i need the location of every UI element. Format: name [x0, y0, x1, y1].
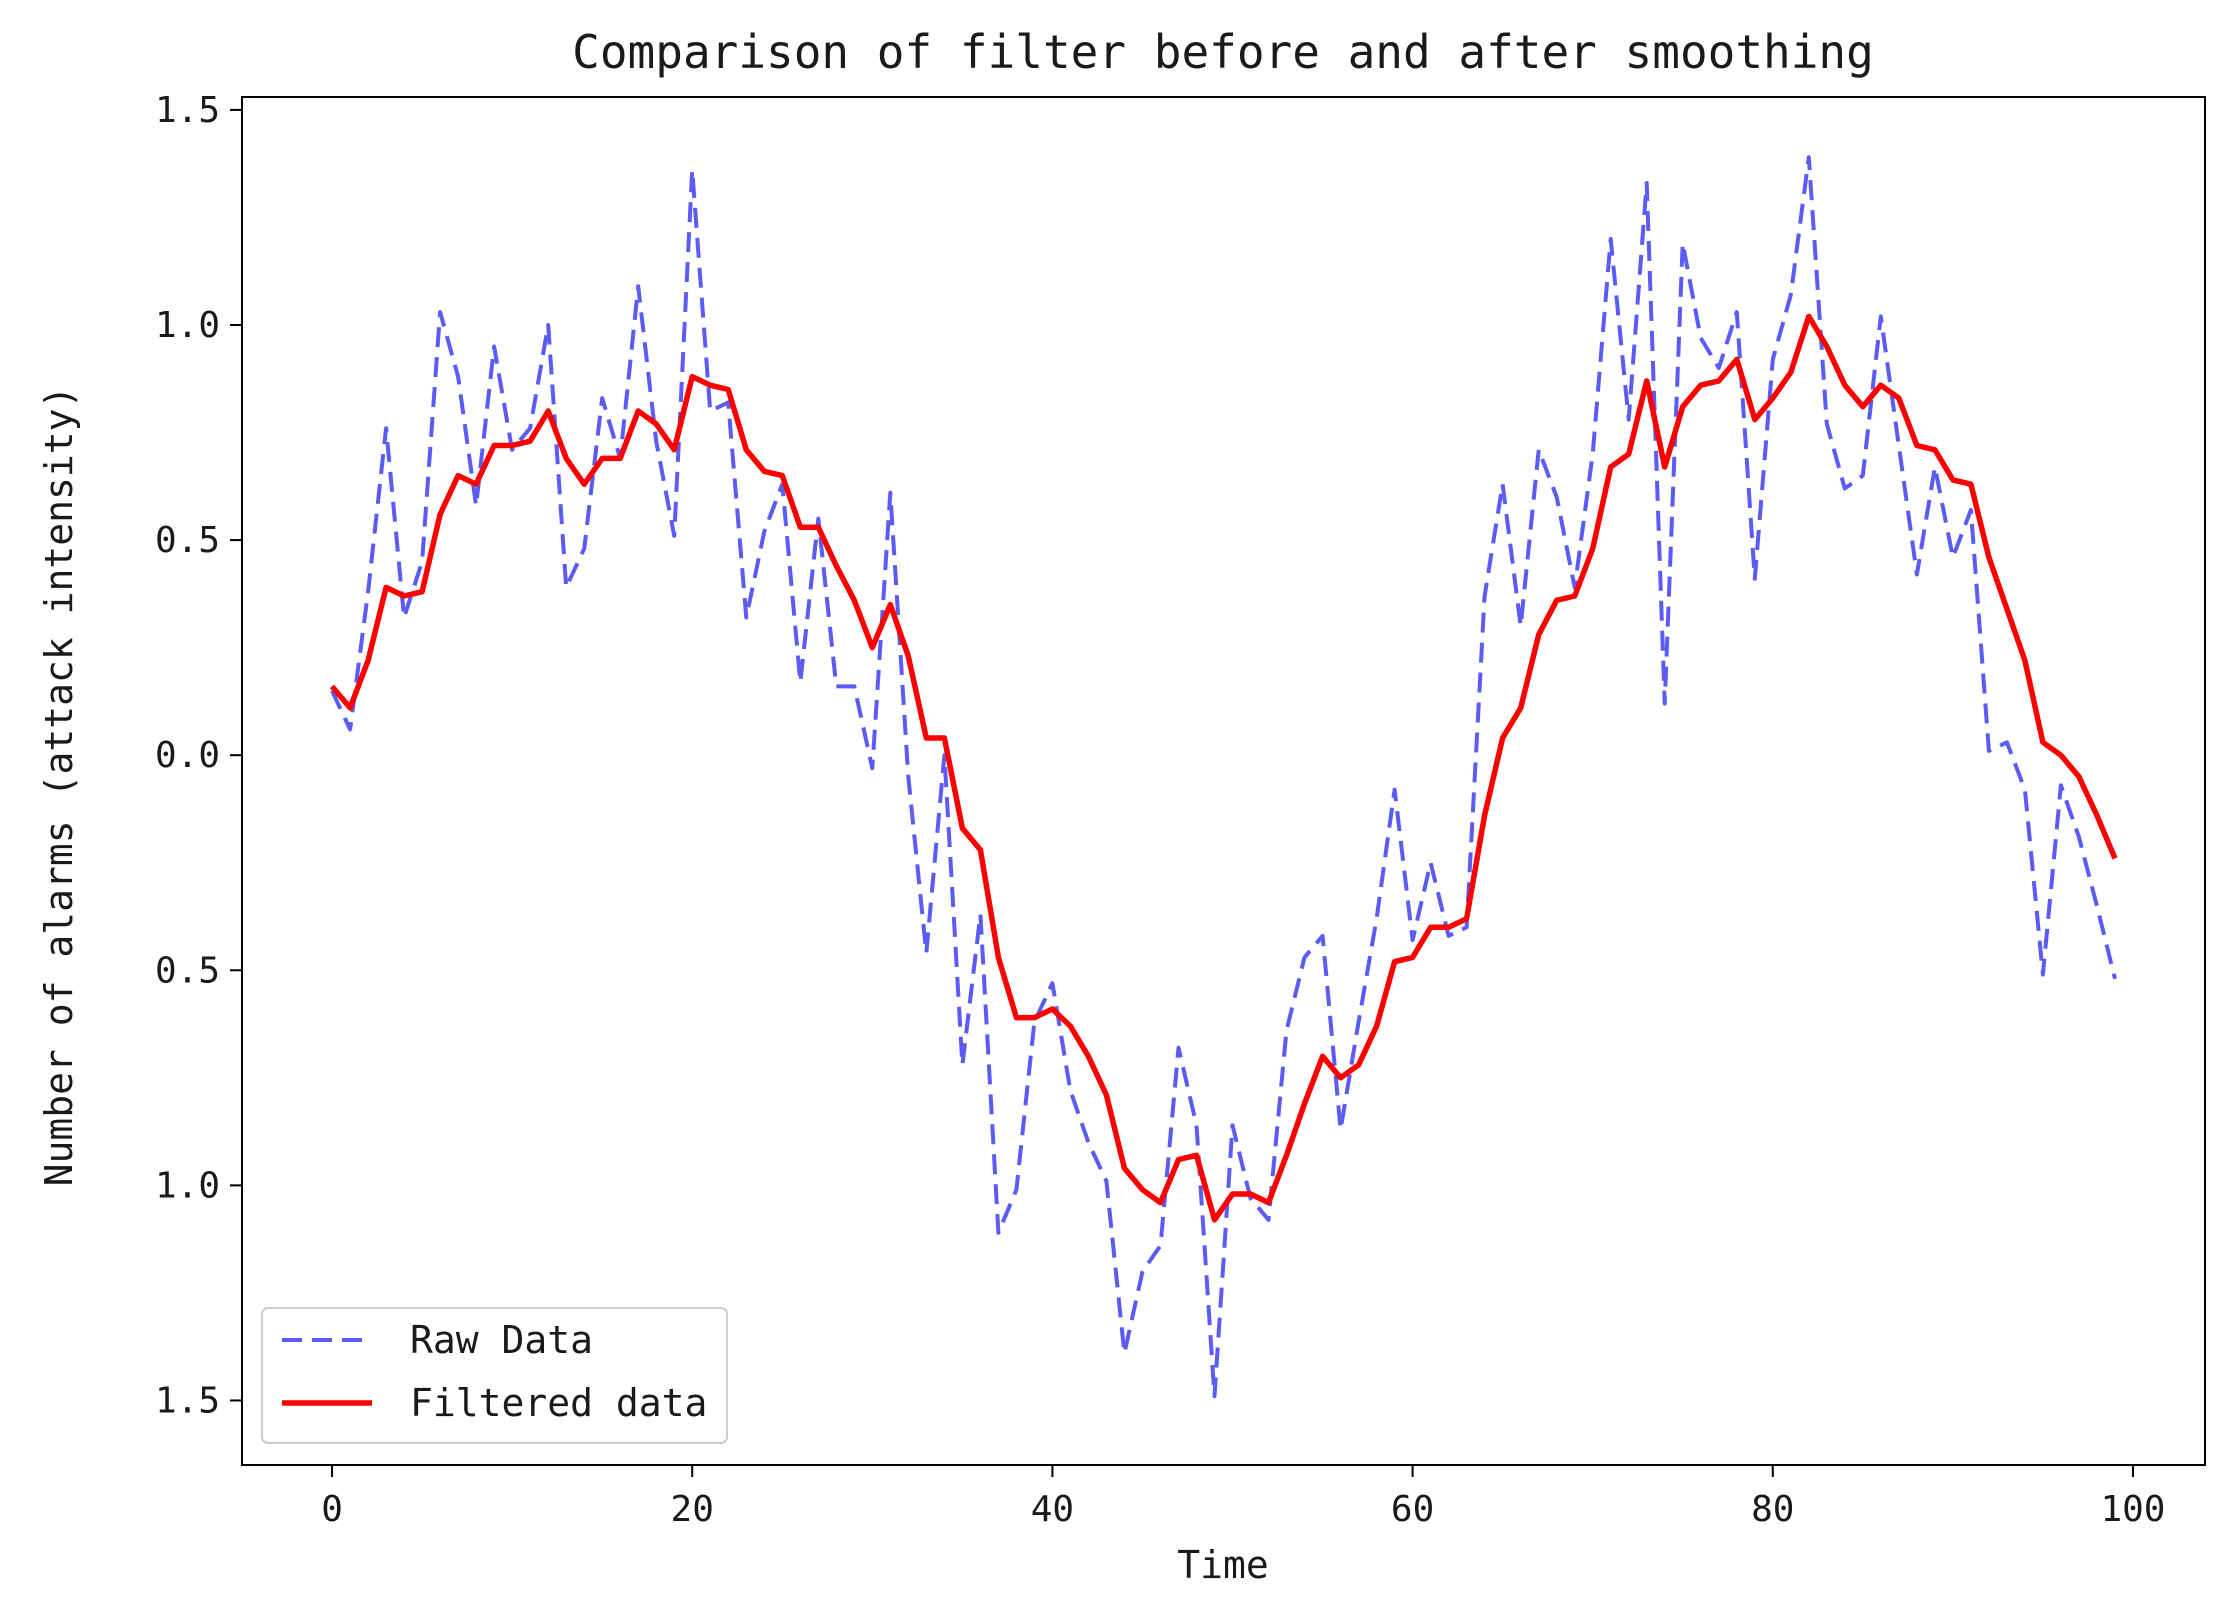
- x-tick-label: 60: [1391, 1489, 1434, 1530]
- plot-frame: [241, 96, 2206, 1466]
- legend-box: [261, 1307, 728, 1444]
- y-axis-label: Number of alarms (attack intensity): [37, 386, 81, 1187]
- legend: Raw Data Filtered data: [261, 1307, 728, 1444]
- x-tick-label: 0: [321, 1489, 343, 1530]
- y-tick-label: 1.0: [155, 1165, 220, 1206]
- legend-filtered-data-label: Filtered data: [410, 1381, 707, 1425]
- x-tick-label: 100: [2100, 1489, 2165, 1530]
- axes: 0 20 40 60 80 100 1.5 1.0 0.5 0.0 0.5 1.0 1.5: [155, 90, 2206, 1530]
- x-tick-label: 80: [1751, 1489, 1794, 1530]
- plot-area: [329, 155, 2118, 1399]
- y-tick-label: 1.0: [155, 305, 220, 346]
- y-tick-label: 1.5: [155, 1380, 220, 1421]
- y-tick-label: 0.5: [155, 950, 220, 991]
- x-tick-label: 20: [671, 1489, 714, 1530]
- series-1-line: [329, 313, 2118, 1223]
- x-axis-label: Time: [1177, 1543, 1269, 1587]
- y-tick-label: 0.0: [155, 735, 220, 776]
- y-tick-label: 0.5: [155, 520, 220, 561]
- y-tick-label: 1.5: [155, 90, 220, 131]
- chart-title: Comparison of filter before and after sm…: [572, 25, 1874, 79]
- series-0-line: [330, 155, 2117, 1399]
- x-tick-label: 40: [1031, 1489, 1074, 1530]
- legend-raw-data-label: Raw Data: [410, 1318, 593, 1362]
